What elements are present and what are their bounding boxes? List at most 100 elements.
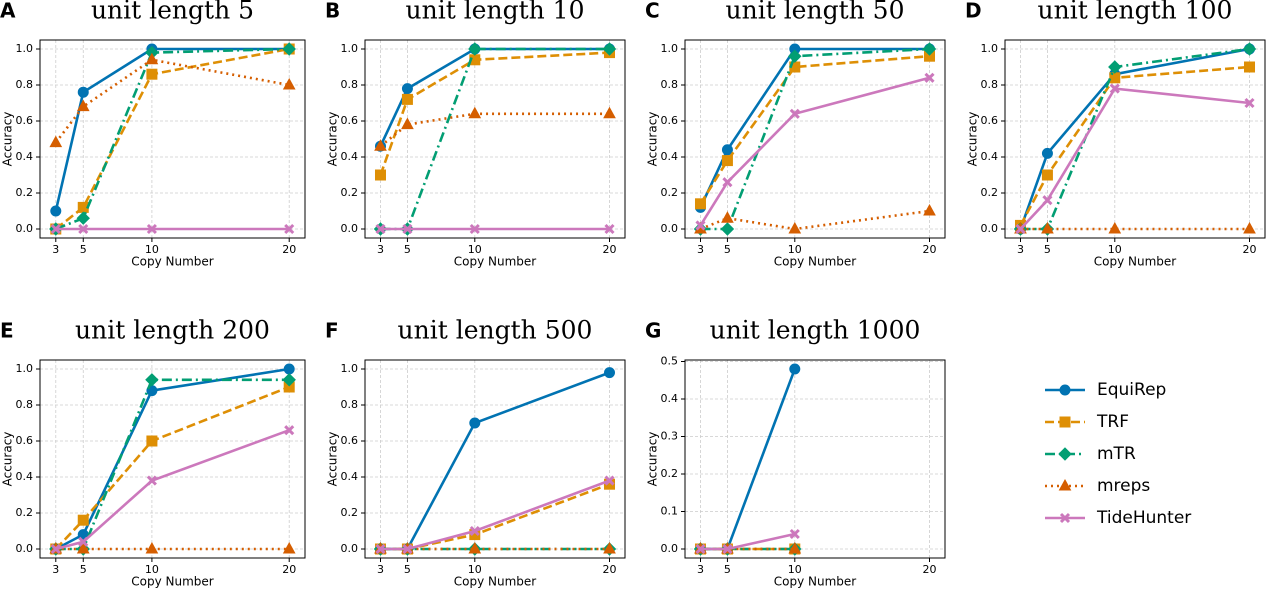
x-tick-label: 5 [724,563,731,576]
y-tick-label: 0.4 [16,470,34,483]
marker [49,135,63,148]
marker [721,211,734,223]
marker [604,367,616,379]
series-line [379,51,610,176]
marker [788,221,802,234]
y-tick-label: 1.0 [341,362,359,375]
y-tick-label: 0.0 [16,542,34,555]
plot-frame [364,39,626,239]
panel-letter: E [0,319,14,343]
marker [50,223,61,235]
x-axis-label: Copy Number [1094,255,1177,269]
y-tick-label: 0.6 [341,114,359,127]
series-line [700,532,796,551]
y-tick-label: 0.1 [661,505,679,518]
x-tick-label: 5 [80,243,87,256]
marker [146,223,157,235]
y-tick-label: 0.6 [661,114,679,127]
series-line [1019,47,1250,230]
y-tick-label: 1.0 [341,42,359,55]
y-tick-label: 0.0 [341,542,359,555]
y-tick-label: 0.8 [661,78,679,91]
x-tick-label: 20 [1243,243,1257,256]
y-tick-label: 0.4 [341,470,359,483]
y-axis-label: Accuracy [966,112,980,167]
series-line [699,76,930,227]
legend-label: EquiRep [1097,380,1166,400]
x-tick-label: 20 [923,243,937,256]
marker [695,543,706,555]
series-line [55,367,290,551]
marker [604,223,615,235]
x-tick-label: 10 [468,563,482,576]
y-axis-label: Accuracy [646,432,660,487]
legend-label: TideHunter [1096,508,1191,528]
marker [1244,61,1256,73]
marker [284,425,295,436]
marker [469,525,480,537]
marker [402,223,413,235]
marker [50,205,62,217]
x-tick-label: 3 [52,243,59,256]
marker [146,475,157,486]
marker [1108,221,1122,234]
series-line [55,428,290,551]
y-tick-label: 1.0 [16,362,34,375]
y-tick-label: 0.3 [661,430,679,443]
marker [401,93,413,105]
y-tick-label: 0.4 [981,150,999,163]
marker [468,541,482,554]
x-axis-label: Copy Number [131,255,214,269]
x-tick-label: 20 [603,243,617,256]
marker [145,541,159,554]
y-tick-label: 0.0 [661,222,679,235]
y-tick-label: 1.0 [981,42,999,55]
series-line [380,47,610,231]
panel-letter: C [645,0,660,23]
y-tick-label: 0.5 [661,355,679,368]
x-tick-label: 3 [52,563,59,576]
marker [145,373,159,387]
series-line [380,479,610,551]
x-tick-label: 5 [724,243,731,256]
plot-frame [684,359,946,559]
panel-title: unit length 5 [91,0,254,25]
marker [402,543,413,555]
x-tick-label: 3 [377,563,384,576]
marker [374,169,386,181]
x-tick-label: 5 [1044,243,1051,256]
marker [788,49,802,63]
series-line [1019,65,1250,227]
series-line [379,112,610,148]
marker [375,543,386,555]
x-tick-label: 20 [923,563,937,576]
marker [401,83,413,95]
y-tick-label: 0.4 [661,150,679,163]
marker [282,373,296,387]
y-tick-label: 0.0 [341,222,359,235]
series-line [54,58,290,144]
marker [76,99,90,112]
marker [1108,60,1122,74]
x-axis-label: Copy Number [454,255,537,269]
y-tick-label: 0.2 [16,186,34,199]
marker [284,223,295,235]
y-tick-label: 0.2 [16,506,34,519]
marker [401,117,414,130]
y-tick-label: 0.0 [16,222,34,235]
y-axis-label: Accuracy [326,432,340,487]
marker [145,52,159,65]
x-axis-label: Copy Number [131,575,214,589]
marker [602,42,617,56]
y-tick-label: 0.6 [16,114,34,127]
marker [283,363,295,375]
y-tick-label: 0.6 [341,434,359,447]
panel-letter: G [645,319,661,343]
x-tick-label: 20 [282,243,296,256]
marker [1242,42,1257,56]
series-line [700,209,930,231]
